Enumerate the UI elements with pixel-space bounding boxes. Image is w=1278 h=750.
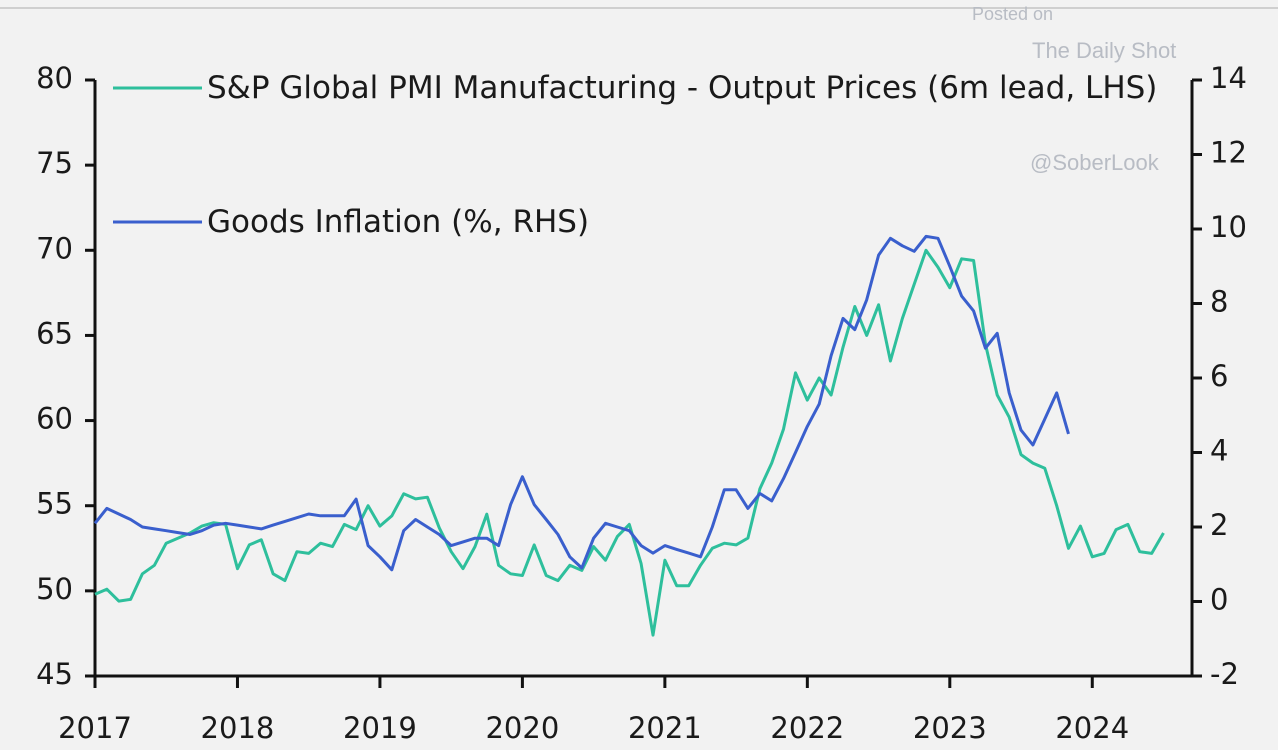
legend-label: S&P Global PMI Manufacturing - Output Pr… [207, 70, 1158, 106]
y-tick-label: 50 [36, 572, 73, 606]
watermark: Posted on [972, 4, 1054, 24]
y2-tick-label: 0 [1210, 583, 1228, 617]
y2-tick-label: 10 [1210, 210, 1247, 244]
x-tick-label: 2017 [58, 711, 132, 745]
x-tick-label: 2023 [913, 711, 987, 745]
y-tick-label: 70 [36, 231, 73, 265]
watermark: @SoberLook [1030, 150, 1159, 175]
y2-tick-label: 12 [1210, 136, 1247, 170]
legend-label: Goods Inflation (%, RHS) [207, 204, 590, 240]
series-line [94, 248, 1165, 637]
y2-tick-label: -2 [1210, 657, 1239, 691]
y-tick-label: 75 [36, 146, 73, 180]
x-tick-label: 2022 [770, 711, 844, 745]
x-tick-label: 2019 [343, 711, 417, 745]
y2-tick-label: 8 [1210, 285, 1228, 319]
y2-tick-label: 4 [1210, 434, 1228, 468]
x-tick-label: 2024 [1055, 711, 1129, 745]
y2-tick-label: 6 [1210, 359, 1228, 393]
y-tick-label: 65 [36, 316, 73, 350]
x-tick-label: 2021 [628, 711, 702, 745]
y-tick-label: 80 [36, 61, 73, 95]
y-tick-label: 45 [36, 657, 73, 691]
y-tick-label: 60 [36, 402, 73, 436]
watermark: The Daily Shot [1032, 38, 1177, 63]
y-tick-label: 55 [36, 487, 73, 521]
x-tick-label: 2020 [485, 711, 559, 745]
x-tick-label: 2018 [201, 711, 275, 745]
y2-tick-label: 2 [1210, 508, 1228, 542]
y2-tick-label: 14 [1210, 61, 1247, 95]
series-line [93, 234, 1070, 572]
